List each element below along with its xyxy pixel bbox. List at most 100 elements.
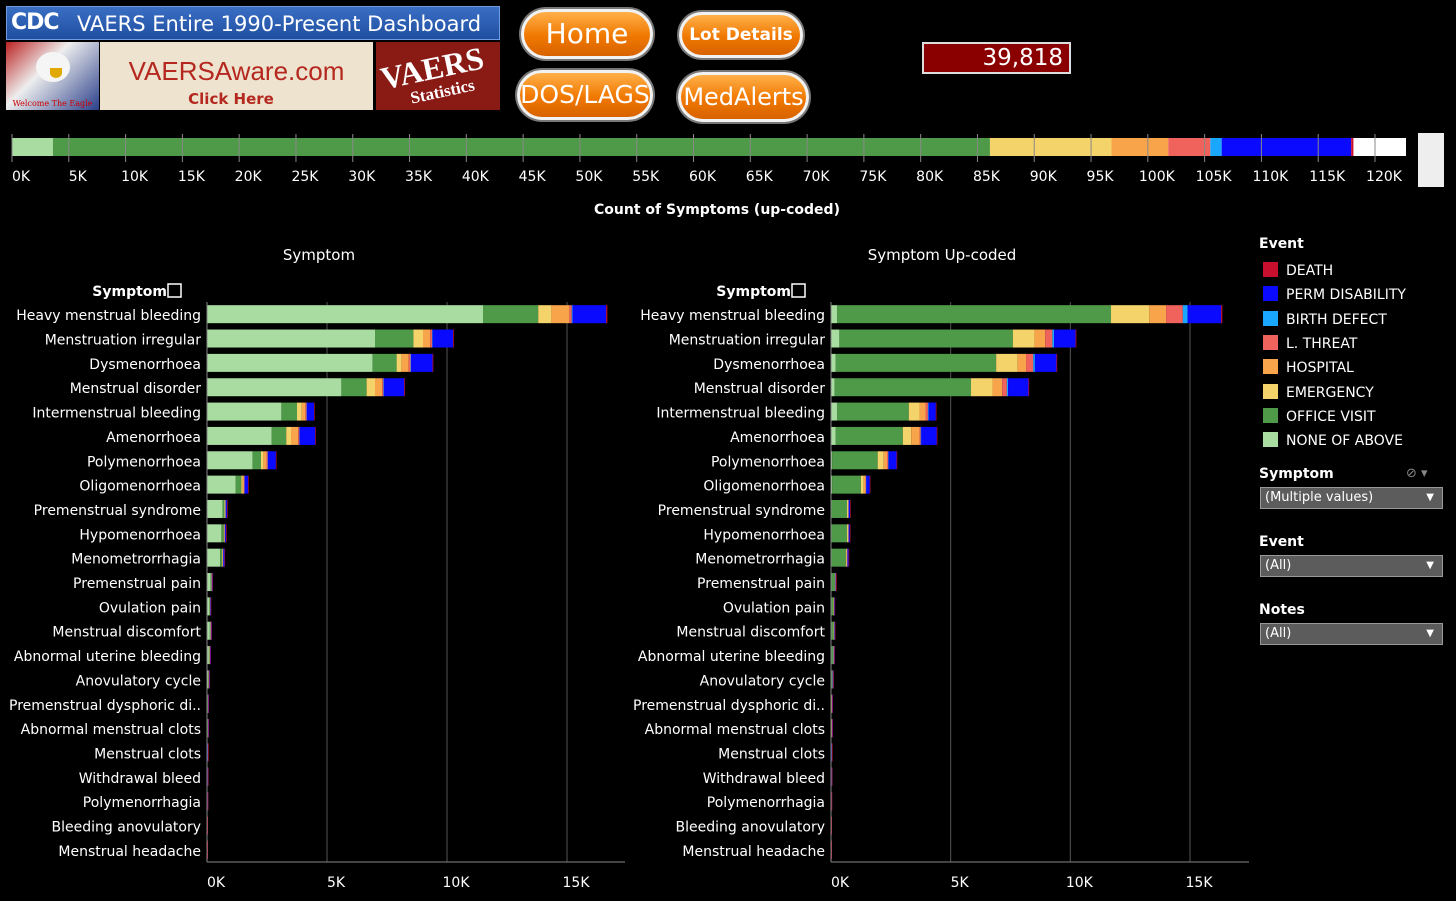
bar-segment-birth-defect[interactable]: [888, 451, 889, 470]
bar-segment-office-visit[interactable]: [831, 597, 834, 616]
bar-segment-death[interactable]: [831, 840, 832, 859]
bar-segment-perm-disability[interactable]: [223, 548, 225, 567]
bar-segment-death[interactable]: [848, 548, 850, 567]
bar-segment-death[interactable]: [207, 792, 209, 811]
bar-segment-death[interactable]: [209, 670, 211, 689]
bar-segment-emergency[interactable]: [877, 451, 884, 470]
bar-segment-office-visit[interactable]: [341, 378, 367, 397]
bar-segment-perm-disability[interactable]: [208, 670, 210, 689]
bar-segment-emergency[interactable]: [860, 475, 864, 494]
bar-segment-death[interactable]: [936, 426, 938, 445]
bar-segment-office-visit[interactable]: [832, 475, 861, 494]
bar-segment-hospital[interactable]: [847, 524, 849, 543]
legend-item-perm-disability[interactable]: PERM DISABILITY: [1263, 286, 1406, 304]
bar-segment-death[interactable]: [212, 573, 213, 592]
bar-segment-emergency[interactable]: [833, 646, 834, 665]
home-button[interactable]: Home: [521, 9, 653, 59]
bar-segment-death[interactable]: [869, 475, 871, 494]
vaers-statistics-logo[interactable]: VAERS Statistics: [376, 40, 500, 110]
legend-item-death[interactable]: DEATH: [1263, 262, 1333, 280]
bar-segment-office-visit[interactable]: [372, 353, 397, 372]
bar-segment-death[interactable]: [404, 378, 405, 397]
bar-segment-hospital[interactable]: [224, 524, 225, 543]
bar-segment-office-visit[interactable]: [832, 451, 878, 470]
bar-segment-office-visit[interactable]: [220, 548, 223, 567]
bar-segment-office-visit[interactable]: [835, 426, 903, 445]
bar-segment-hospital[interactable]: [1149, 305, 1167, 324]
bar-segment-hospital[interactable]: [222, 548, 224, 567]
bar-segment-office-visit[interactable]: [831, 499, 848, 518]
bar-segment-perm-disability[interactable]: [1008, 378, 1029, 397]
bar-segment-emergency[interactable]: [834, 573, 836, 592]
bar-segment-perm-disability[interactable]: [1034, 353, 1057, 372]
bar-segment-l-threat[interactable]: [1002, 378, 1007, 397]
bar-segment-hospital[interactable]: [423, 329, 431, 348]
bar-segment-office-visit[interactable]: [252, 451, 261, 470]
bar-segment-none-of-above[interactable]: [207, 426, 272, 445]
bar-segment-birth-defect[interactable]: [383, 378, 384, 397]
bar-segment-perm-disability[interactable]: [834, 597, 835, 616]
bar-segment-death[interactable]: [1075, 329, 1077, 348]
bar-segment-death[interactable]: [208, 719, 209, 738]
vaersaware-link[interactable]: VAERSAware.com Click Here: [100, 42, 373, 110]
bar-segment-office-visit[interactable]: [831, 646, 834, 665]
bar-segment-l-threat[interactable]: [925, 402, 928, 421]
bar-segment-death[interactable]: [849, 524, 851, 543]
bar-segment-emergency[interactable]: [833, 621, 835, 640]
bar-segment-l-threat[interactable]: [887, 451, 889, 470]
bar-segment-perm-disability[interactable]: [224, 524, 227, 543]
bar-segment-office-visit[interactable]: [221, 524, 224, 543]
bar-segment-hospital[interactable]: [263, 451, 267, 470]
bar-segment-perm-disability[interactable]: [928, 402, 936, 421]
bar-segment-office-visit[interactable]: [836, 305, 1112, 324]
bar-segment-office-visit[interactable]: [208, 670, 209, 689]
bar-segment-death[interactable]: [836, 573, 837, 592]
bar-segment-none-of-above[interactable]: [831, 353, 836, 372]
total-bar-segment-emergency[interactable]: [989, 138, 1112, 156]
bar-segment-emergency[interactable]: [396, 353, 402, 372]
bar-segment-none-of-above[interactable]: [831, 451, 833, 470]
bar-segment-hospital[interactable]: [847, 499, 849, 518]
bar-segment-perm-disability[interactable]: [1187, 305, 1222, 324]
bar-segment-none-of-above[interactable]: [207, 402, 282, 421]
bar-segment-emergency[interactable]: [847, 524, 848, 543]
event-filter-dropdown[interactable]: (All) ▼: [1260, 555, 1443, 577]
bar-segment-emergency[interactable]: [224, 499, 226, 518]
bar-segment-death[interactable]: [831, 792, 833, 811]
bar-segment-death[interactable]: [850, 499, 851, 518]
bar-segment-death[interactable]: [832, 694, 833, 713]
bar-segment-hospital[interactable]: [225, 499, 226, 518]
bar-segment-office-visit[interactable]: [836, 402, 909, 421]
bar-segment-death[interactable]: [1221, 305, 1223, 324]
bar-segment-emergency[interactable]: [538, 305, 552, 324]
bar-segment-death[interactable]: [833, 670, 834, 689]
bar-segment-none-of-above[interactable]: [207, 451, 253, 470]
bar-segment-perm-disability[interactable]: [888, 451, 897, 470]
bar-segment-hospital[interactable]: [401, 353, 409, 372]
bar-segment-l-threat[interactable]: [266, 451, 268, 470]
bar-segment-death[interactable]: [832, 719, 833, 738]
bar-segment-office-visit[interactable]: [222, 499, 225, 518]
bar-segment-perm-disability[interactable]: [210, 621, 212, 640]
bar-segment-birth-defect[interactable]: [1182, 305, 1188, 324]
bar-segment-office-visit[interactable]: [375, 329, 414, 348]
bar-segment-none-of-above[interactable]: [207, 378, 342, 397]
bar-segment-perm-disability[interactable]: [866, 475, 870, 494]
bar-segment-none-of-above[interactable]: [831, 305, 837, 324]
bar-segment-perm-disability[interactable]: [411, 353, 433, 372]
bar-segment-death[interactable]: [896, 451, 898, 470]
bar-segment-perm-disability[interactable]: [383, 378, 405, 397]
bar-segment-emergency[interactable]: [996, 353, 1018, 372]
total-bar-segment-perm-disability[interactable]: [1221, 138, 1352, 156]
bar-segment-death[interactable]: [224, 548, 226, 567]
total-bar-segment-office-visit[interactable]: [52, 138, 990, 156]
bar-segment-office-visit[interactable]: [834, 378, 972, 397]
total-bar-segment-death[interactable]: [1351, 138, 1354, 156]
bar-segment-birth-defect[interactable]: [920, 426, 922, 445]
bar-segment-death[interactable]: [210, 597, 212, 616]
bar-segment-hospital[interactable]: [551, 305, 570, 324]
total-bar-segment-l-threat[interactable]: [1168, 138, 1211, 156]
bar-segment-l-threat[interactable]: [1166, 305, 1183, 324]
bar-segment-hospital[interactable]: [863, 475, 866, 494]
bar-segment-death[interactable]: [834, 646, 835, 665]
